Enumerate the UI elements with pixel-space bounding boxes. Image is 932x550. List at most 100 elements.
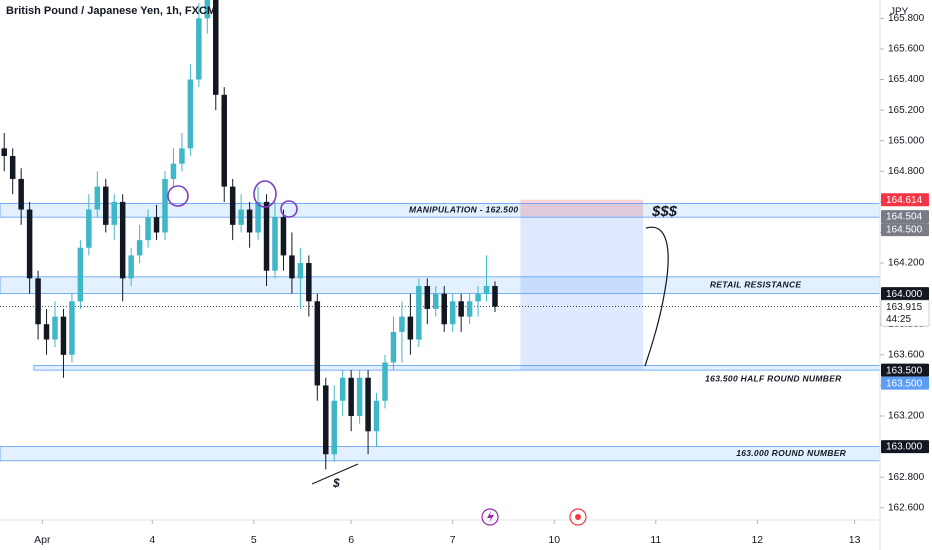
circle-drawing	[280, 200, 298, 218]
zone-label: MANIPULATION - 162.500	[409, 205, 518, 215]
y-tick-label: 165.800	[888, 13, 925, 24]
price-label-text: 163.500	[886, 378, 923, 389]
y-tick-label: 163.600	[888, 349, 925, 360]
candle-body	[331, 400, 337, 455]
candle-body	[339, 377, 346, 401]
candle-body	[382, 362, 388, 401]
zone	[33, 365, 880, 371]
candle-body	[103, 186, 109, 225]
candle-body	[483, 286, 490, 294]
candle-body	[196, 18, 202, 80]
x-tick-label: 10	[548, 534, 560, 546]
price-label-text: 163.500	[886, 365, 923, 376]
candle-body	[280, 217, 287, 256]
x-tick-label: 7	[450, 534, 456, 546]
x-tick-label: 11	[650, 534, 661, 546]
candle-body	[187, 79, 194, 149]
candle-body	[323, 385, 329, 455]
candle-body	[365, 377, 371, 432]
zone-label: 163.500 HALF ROUND NUMBER	[705, 373, 842, 383]
candle-body	[492, 286, 498, 307]
candle-body	[204, 0, 211, 19]
y-tick-label: 165.200	[888, 105, 925, 116]
price-label-text: 164.500	[886, 225, 923, 236]
candle-body	[229, 186, 236, 225]
price-label-text: 164.504	[886, 212, 923, 223]
candle-body	[94, 186, 101, 210]
candle-body	[433, 293, 439, 309]
candle-body	[77, 247, 84, 302]
y-tick-label: 164.800	[888, 166, 925, 177]
candle-body	[263, 201, 270, 271]
candle-body	[356, 377, 363, 416]
y-tick-label: 165.400	[888, 74, 925, 85]
candle-body	[119, 201, 126, 279]
price-label	[881, 223, 929, 237]
candle-body	[18, 178, 24, 210]
candle-body	[69, 301, 75, 355]
candle-body	[424, 286, 431, 309]
candle-body	[399, 316, 405, 332]
candle-body	[314, 301, 321, 386]
candle-body	[213, 0, 219, 95]
candle-body	[145, 217, 151, 241]
price-label-text: 164.614	[886, 195, 923, 206]
chart-title: British Pound / Japanese Yen, 1h, FXCM	[6, 5, 216, 17]
candle-body	[466, 301, 473, 317]
candle-body	[86, 209, 92, 248]
drawings: $$$ $	[167, 180, 678, 526]
price-label-text: 163.000	[886, 442, 923, 453]
price-label	[881, 193, 929, 207]
candle-body	[179, 148, 185, 164]
x-tick-label: 5	[251, 534, 257, 546]
candle-body	[9, 156, 16, 179]
zone	[0, 276, 880, 295]
candle-body	[441, 293, 447, 325]
price-label	[881, 287, 929, 301]
candle-body	[128, 255, 134, 279]
y-tick-label: 164.200	[888, 258, 925, 269]
zone	[0, 203, 880, 218]
annotation: $	[332, 476, 340, 490]
candle-body	[289, 255, 295, 279]
candle-body	[60, 316, 67, 355]
price-label	[881, 363, 929, 377]
event-icon[interactable]	[569, 508, 587, 526]
zone-label: 163.000 ROUND NUMBER	[736, 448, 846, 458]
candle-body	[475, 293, 481, 302]
candle-body	[153, 217, 160, 233]
zone	[0, 446, 880, 462]
y-axis-label: JPY	[890, 7, 909, 18]
y-tick-label: 165.000	[888, 135, 925, 146]
x-tick-label: 12	[751, 534, 763, 546]
candle-body	[348, 377, 354, 416]
candle-body	[238, 209, 244, 225]
candle-body	[35, 278, 41, 325]
candle-body	[306, 263, 312, 302]
candle-body	[162, 178, 168, 233]
plot-area: MANIPULATION - 162.500 RETAIL RESISTANCE 1…	[0, 0, 880, 470]
stop-zone	[520, 199, 644, 218]
circle-drawing	[167, 185, 189, 207]
candle-body	[416, 286, 422, 340]
x-tick-label: 4	[149, 534, 155, 546]
arc-drawing	[644, 226, 669, 367]
candle-body	[373, 400, 380, 432]
price-label	[881, 376, 929, 390]
candle-body	[449, 301, 456, 325]
circle-drawing	[253, 180, 277, 208]
candle-body	[221, 94, 227, 187]
candle-body	[52, 316, 58, 340]
event-icon[interactable]	[481, 508, 499, 526]
price-label	[880, 299, 930, 327]
candle-body	[43, 324, 50, 340]
zone-label: RETAIL RESISTANCE	[710, 279, 802, 289]
candle-body	[255, 201, 261, 233]
x-tick-label: 13	[849, 534, 861, 546]
price-label-text: 164.000	[886, 289, 923, 300]
price-label-text: 163.915	[886, 302, 923, 313]
event-icon	[575, 514, 581, 520]
candle-body	[26, 209, 33, 279]
y-tick-label: 163.200	[888, 411, 925, 422]
